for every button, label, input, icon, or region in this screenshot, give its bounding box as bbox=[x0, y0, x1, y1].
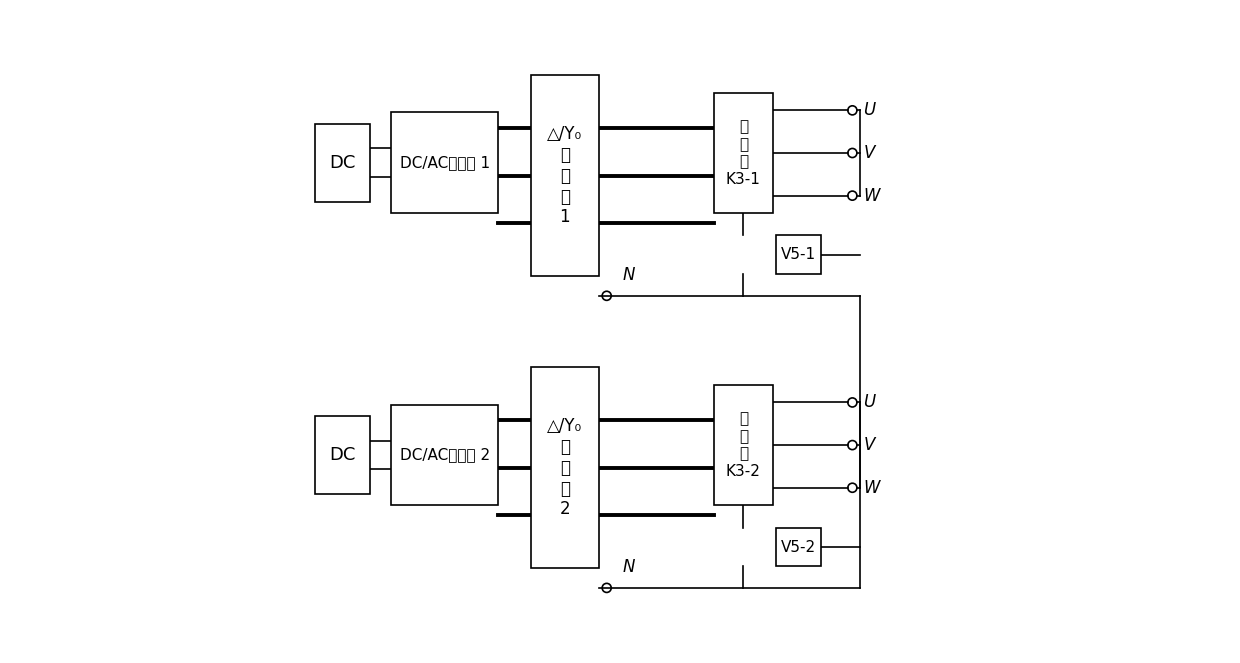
Bar bbox=[391, 113, 498, 213]
Bar bbox=[714, 385, 773, 505]
Bar bbox=[391, 404, 498, 505]
Text: 接
触
器
K3-1: 接 触 器 K3-1 bbox=[725, 119, 761, 186]
Text: △/Y₀
变
压
器
2: △/Y₀ 变 压 器 2 bbox=[547, 417, 583, 518]
Text: 接
触
器
K3-2: 接 触 器 K3-2 bbox=[725, 412, 761, 479]
Text: V: V bbox=[863, 436, 874, 454]
Text: △/Y₀
变
压
器
1: △/Y₀ 变 压 器 1 bbox=[547, 125, 583, 226]
Text: W: W bbox=[863, 479, 880, 497]
Bar bbox=[714, 93, 773, 213]
Bar bbox=[531, 75, 599, 276]
Bar bbox=[776, 235, 821, 274]
Bar bbox=[531, 367, 599, 568]
Text: DC/AC逆变器 2: DC/AC逆变器 2 bbox=[399, 448, 490, 462]
Text: U: U bbox=[863, 101, 875, 119]
Text: DC: DC bbox=[329, 154, 356, 172]
Text: W: W bbox=[863, 187, 880, 205]
Text: N: N bbox=[622, 558, 635, 576]
Bar bbox=[315, 124, 370, 202]
Text: DC: DC bbox=[329, 446, 356, 464]
Bar bbox=[776, 528, 821, 566]
Bar bbox=[315, 416, 370, 494]
Text: V5-1: V5-1 bbox=[781, 247, 816, 263]
Text: V: V bbox=[863, 144, 874, 162]
Text: U: U bbox=[863, 393, 875, 412]
Text: N: N bbox=[622, 266, 635, 284]
Text: V5-2: V5-2 bbox=[781, 540, 816, 554]
Text: DC/AC逆变器 1: DC/AC逆变器 1 bbox=[399, 155, 490, 170]
